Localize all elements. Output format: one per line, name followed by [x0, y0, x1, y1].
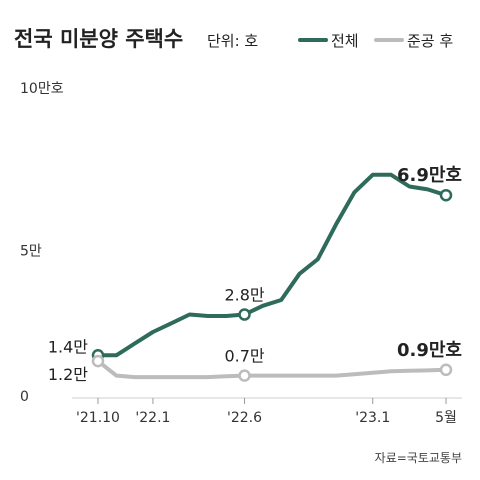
series-line-0	[96, 172, 448, 358]
point-marker-1	[91, 354, 105, 368]
point-marker-4	[439, 188, 453, 202]
annotation-label-0: 1.4만	[48, 337, 88, 356]
legend-label-total: 전체	[331, 32, 359, 50]
y-tick-label-0: 0	[20, 389, 29, 405]
unit-label: 단위: 호	[207, 32, 258, 50]
x-tick-label-1: '22.1	[135, 410, 170, 426]
annotation-label-2: 2.8만	[224, 286, 264, 305]
x-tick-label-0: '21.10	[76, 410, 120, 426]
x-tick-label-3: '23.1	[355, 410, 390, 426]
y-tick-label-1: 5만	[20, 244, 42, 260]
legend-label-completed: 준공 후	[407, 32, 453, 50]
y-axis: 0 5만 10만호	[20, 81, 64, 405]
annotation-label-5: 0.9만호	[397, 340, 462, 361]
annotation-label-3: 0.7만	[224, 347, 264, 366]
point-marker-3	[238, 369, 251, 382]
annotation-label-1: 1.2만	[48, 365, 88, 384]
annotation-label-4: 6.9만호	[397, 165, 462, 186]
point-marker-2	[238, 308, 251, 321]
legend: 전체 준공 후	[298, 32, 453, 50]
annotation-layer: 1.4만 1.2만 2.8만 0.7만 6.9만호 0.9만호	[48, 165, 462, 384]
series-line-1	[96, 359, 448, 380]
source-note: 자료=국토교통부	[375, 451, 462, 465]
series-layer	[96, 172, 448, 380]
point-marker-5	[439, 363, 453, 377]
x-tick-label-2: '22.6	[227, 410, 262, 426]
x-tick-label-4: 5월	[435, 410, 457, 426]
x-axis: '21.10 '22.1 '22.6 '23.1 5월	[72, 397, 462, 426]
chart-title: 전국 미분양 주택수	[14, 27, 183, 51]
y-tick-label-2: 10만호	[20, 81, 64, 97]
